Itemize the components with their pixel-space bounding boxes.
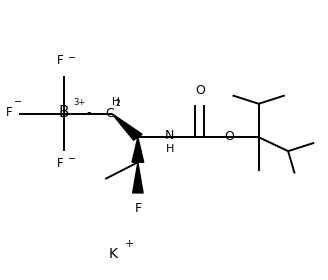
Text: F: F: [57, 54, 63, 67]
Text: F: F: [6, 106, 12, 119]
Polygon shape: [133, 162, 143, 193]
Text: −: −: [14, 97, 22, 107]
Text: O: O: [224, 130, 234, 143]
Text: F: F: [57, 157, 63, 170]
Polygon shape: [132, 137, 144, 162]
Text: 3+: 3+: [73, 98, 86, 107]
Text: B: B: [58, 106, 69, 120]
Text: +: +: [125, 239, 134, 249]
Text: -: -: [86, 106, 91, 120]
Text: O: O: [195, 84, 205, 97]
Text: F: F: [134, 202, 141, 215]
Text: H: H: [166, 144, 174, 154]
Text: H: H: [112, 97, 119, 107]
Text: −: −: [68, 53, 76, 62]
Text: −: −: [68, 154, 76, 164]
Text: N: N: [165, 129, 174, 142]
Text: C: C: [106, 107, 114, 120]
Text: 2: 2: [116, 99, 120, 108]
Polygon shape: [112, 113, 142, 140]
Text: K: K: [109, 247, 118, 261]
